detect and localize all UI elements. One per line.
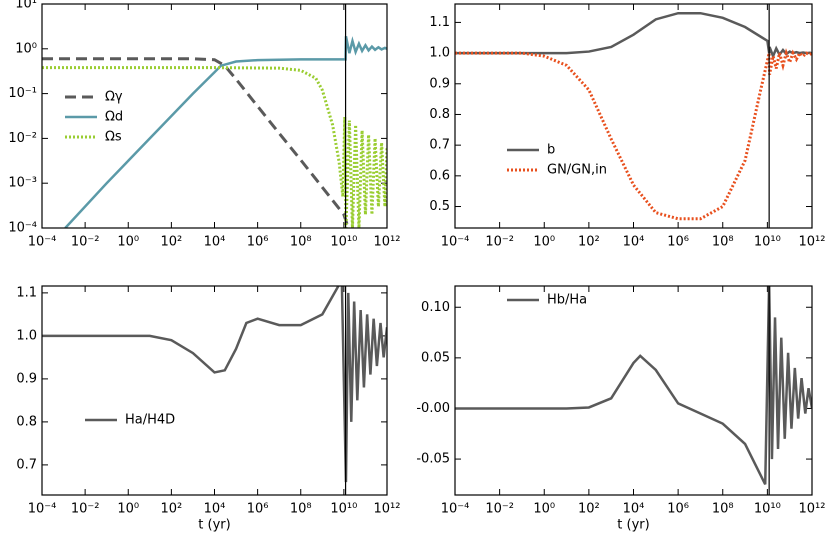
y-tick-label: 1.0 [16,328,37,343]
x-tick-label: 10⁻² [485,235,514,250]
y-tick-label: 10⁰ [15,41,37,56]
x-tick-label: 10⁰ [117,235,139,250]
y-tick-label: 0.7 [429,138,450,153]
x-axis-label: t (yr) [198,518,230,533]
plot-frame [41,285,388,496]
x-tick-label: 10⁰ [533,502,555,517]
x-tick-label: 10⁸ [290,235,312,250]
y-tick-label: 0.05 [421,350,450,365]
x-tick-label: 10² [578,235,600,250]
x-tick-label: 10⁴ [623,502,645,517]
legend-label: Ωγ [105,90,123,105]
x-tick-label: 10⁻⁴ [28,235,57,250]
plot-frame [454,285,813,496]
y-tick-label: 0.6 [429,168,450,183]
series-line [42,66,387,228]
legend-label: Ωs [105,130,122,145]
x-tick-label: 10² [160,502,182,517]
legend-label: Ωd [105,110,123,125]
y-tick-label: 0.7 [16,457,37,472]
x-tick-label: 10⁸ [712,235,734,250]
series-line [42,286,387,483]
x-axis-label: t (yr) [617,518,649,533]
panel: 10⁻⁴ 10⁻² 10⁰ 10² 10⁴ 10⁶ 10⁸ 10¹⁰ 10¹² 10⁻⁴ 10⁻³ 1… [8,0,400,250]
legend-label: Ha/H4D [125,413,175,428]
panel: 10⁻⁴ 10⁻² 10⁰ 10² 10⁴ 10⁶ 10⁸ 10¹⁰ 10¹² -0.05 -0.0… [416,285,826,533]
y-tick-label: 10⁻³ [8,176,37,191]
x-tick-label: 10¹² [799,502,826,517]
y-tick-label: 0.9 [429,76,450,91]
x-tick-label: 10¹² [374,502,401,517]
x-tick-label: 10² [578,502,600,517]
x-tick-label: 10¹⁰ [330,235,357,250]
x-tick-label: 10⁶ [247,502,269,517]
legend-label: Hb/Ha [547,293,587,308]
x-tick-label: 10⁶ [667,502,689,517]
y-tick-label: 1.0 [429,46,450,61]
x-tick-label: 10¹⁰ [754,235,781,250]
y-tick-label: 10⁻¹ [8,86,37,101]
series-line [455,48,812,221]
plot-frame [454,3,813,229]
x-tick-label: 10² [160,235,182,250]
x-tick-label: 10⁻² [485,502,514,517]
x-tick-label: 10⁴ [204,502,226,517]
legend-label: b [547,143,555,158]
x-tick-label: 10⁴ [623,235,645,250]
y-tick-label: 0.9 [16,371,37,386]
x-tick-label: 10⁸ [290,502,312,517]
x-tick-label: 10⁻⁴ [441,235,470,250]
y-tick-label: 1.1 [429,15,450,30]
x-tick-label: 10⁰ [533,235,555,250]
x-tick-label: 10⁶ [667,235,689,250]
series-line [455,11,812,60]
x-tick-label: 10⁻² [71,235,100,250]
y-tick-label: 10⁻⁴ [8,221,37,236]
y-tick-label: -0.00 [416,401,450,416]
x-tick-label: 10⁸ [712,502,734,517]
x-tick-label: 10⁶ [247,235,269,250]
x-tick-label: 10¹² [374,235,401,250]
y-tick-label: 0.5 [429,199,450,214]
panel: 10⁻⁴ 10⁻² 10⁰ 10² 10⁴ 10⁶ 10⁸ 10¹⁰ 10¹² 0.5 0.6 0.7… [429,3,826,250]
x-tick-label: 10¹² [799,235,826,250]
y-tick-label: 0.8 [16,414,37,429]
panel: 10⁻⁴ 10⁻² 10⁰ 10² 10⁴ 10⁶ 10⁸ 10¹⁰ 10¹² 0.7 0.8 0.9… [16,285,401,533]
y-tick-label: 1.1 [16,285,37,300]
series-line [455,286,812,485]
y-tick-label: 0.8 [429,107,450,122]
x-tick-label: 10⁻² [71,502,100,517]
x-tick-label: 10¹⁰ [330,502,357,517]
legend-label: GN/GN,in [547,163,607,178]
y-tick-label: 10⁻² [8,131,37,146]
y-tick-label: 0.10 [421,300,450,315]
y-tick-label: 10¹ [15,0,37,12]
y-tick-label: -0.05 [416,452,450,467]
x-tick-label: 10⁰ [117,502,139,517]
x-tick-label: 10⁻⁴ [28,502,57,517]
x-tick-label: 10⁻⁴ [441,502,470,517]
series-line [64,36,387,228]
x-tick-label: 10¹⁰ [754,502,781,517]
plot-frame [41,3,388,229]
x-tick-label: 10⁴ [204,235,226,250]
